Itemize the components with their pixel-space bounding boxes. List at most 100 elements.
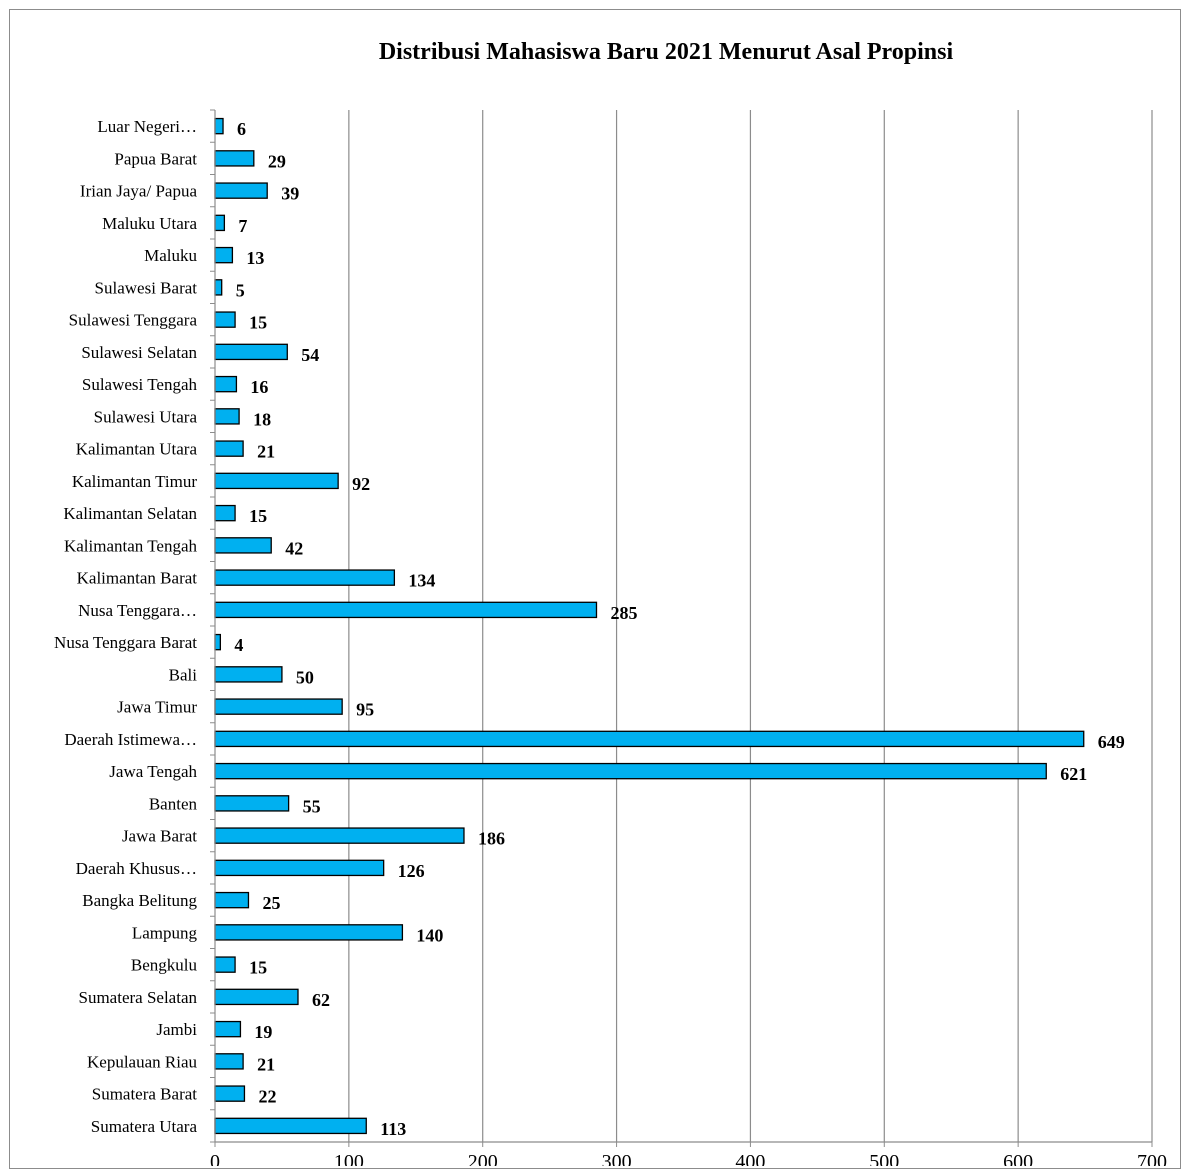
- data-label: 19: [254, 1022, 272, 1042]
- category-label: Maluku: [144, 246, 197, 265]
- x-tick-label: 500: [869, 1151, 899, 1166]
- data-label: 6: [237, 119, 246, 139]
- bar: [214, 698, 343, 715]
- bar: [214, 311, 236, 328]
- data-label: 5: [236, 280, 245, 300]
- category-label: Sulawesi Tengah: [82, 375, 198, 394]
- bar: [214, 601, 598, 619]
- bar: [214, 440, 244, 457]
- category-label: Daerah Khusus…: [76, 859, 197, 878]
- data-labels: 6293971351554161821921542134285450956496…: [234, 119, 1124, 1139]
- bar: [214, 1085, 246, 1102]
- bar: [214, 827, 465, 844]
- data-label: 16: [250, 377, 268, 397]
- bar: [214, 666, 283, 683]
- category-label: Nusa Tenggara…: [78, 601, 197, 620]
- data-label: 62: [312, 990, 330, 1010]
- data-label: 25: [262, 893, 280, 913]
- x-tick-label: 700: [1137, 1151, 1167, 1166]
- data-label: 54: [301, 345, 319, 365]
- data-label: 50: [296, 667, 314, 687]
- category-label: Nusa Tenggara Barat: [54, 633, 197, 652]
- data-label: 92: [352, 474, 370, 494]
- category-label: Irian Jaya/ Papua: [80, 182, 198, 201]
- data-label: 7: [238, 216, 247, 236]
- bar: [214, 246, 234, 264]
- category-label: Maluku Utara: [102, 214, 197, 233]
- category-label: Kalimantan Barat: [77, 569, 198, 588]
- bar: [214, 214, 226, 232]
- bar: [214, 730, 1085, 748]
- category-label: Sumatera Selatan: [79, 988, 198, 1007]
- category-label: Lampung: [132, 923, 198, 942]
- bar: [214, 859, 385, 877]
- data-label: 134: [408, 571, 435, 591]
- bar: [214, 343, 288, 361]
- data-label: 21: [257, 442, 275, 462]
- category-label: Sumatera Barat: [92, 1085, 198, 1104]
- bar: [214, 988, 299, 1006]
- bar: [214, 1053, 244, 1070]
- category-label: Jawa Timur: [117, 698, 197, 717]
- category-label: Kalimantan Selatan: [63, 504, 197, 523]
- category-labels: Luar Negeri… Papua Barat Irian Jaya/ Papua…: [54, 117, 197, 1136]
- bars: [214, 117, 1085, 1135]
- data-label: 15: [249, 506, 267, 526]
- data-label: 140: [416, 925, 443, 945]
- category-label: Luar Negeri…: [97, 117, 197, 136]
- bar: [214, 956, 236, 973]
- category-label: Sumatera Utara: [91, 1117, 198, 1136]
- x-tick-label: 300: [602, 1151, 632, 1166]
- data-label: 18: [253, 409, 271, 429]
- category-label: Daerah Istimewa…: [64, 730, 197, 749]
- bar: [214, 1117, 367, 1135]
- category-label: Jambi: [156, 1020, 197, 1039]
- data-label: 29: [268, 151, 286, 171]
- data-label: 621: [1060, 764, 1087, 784]
- bar: [214, 1020, 242, 1038]
- category-label: Sulawesi Barat: [95, 278, 198, 297]
- gridlines: [348, 110, 1153, 1142]
- data-label: 113: [380, 1119, 406, 1139]
- bar: [214, 537, 272, 554]
- axes: [210, 109, 1153, 1147]
- data-label: 95: [356, 700, 374, 720]
- bar: [214, 117, 224, 135]
- x-tick-label: 0: [210, 1151, 220, 1166]
- bar: [214, 375, 238, 393]
- x-tick-labels: 0 100 200 300 400 500 600 700: [210, 1151, 1167, 1166]
- data-label: 21: [257, 1054, 275, 1074]
- category-label: Papua Barat: [114, 149, 197, 168]
- category-label: Sulawesi Utara: [94, 407, 198, 426]
- data-label: 15: [249, 313, 267, 333]
- data-label: 285: [610, 603, 637, 623]
- bar: [214, 150, 255, 167]
- category-label: Kepulauan Riau: [87, 1052, 197, 1071]
- data-label: 55: [303, 796, 321, 816]
- category-label: Jawa Barat: [122, 827, 197, 846]
- data-label: 186: [478, 829, 505, 849]
- data-label: 13: [246, 248, 264, 268]
- bar: [214, 924, 404, 941]
- bar: [214, 279, 223, 296]
- category-label: Kalimantan Utara: [76, 440, 198, 459]
- category-label: Kalimantan Tengah: [64, 536, 198, 555]
- data-label: 649: [1098, 732, 1125, 752]
- bar: [214, 408, 240, 425]
- chart-title: Distribusi Mahasiswa Baru 2021 Menurut A…: [379, 39, 954, 65]
- bar: [214, 762, 1047, 780]
- x-tick-label: 200: [468, 1151, 498, 1166]
- bar: [214, 182, 268, 199]
- category-label: Bali: [169, 665, 198, 684]
- data-label: 126: [398, 861, 425, 881]
- category-label: Banten: [149, 794, 198, 813]
- bar: [214, 472, 339, 490]
- category-label: Sulawesi Selatan: [81, 343, 197, 362]
- category-label: Jawa Tengah: [109, 762, 197, 781]
- category-label: Bangka Belitung: [82, 891, 197, 910]
- bar: [214, 795, 290, 812]
- x-tick-label: 600: [1003, 1151, 1033, 1166]
- category-label: Sulawesi Tenggara: [69, 311, 198, 330]
- bar: [214, 504, 236, 522]
